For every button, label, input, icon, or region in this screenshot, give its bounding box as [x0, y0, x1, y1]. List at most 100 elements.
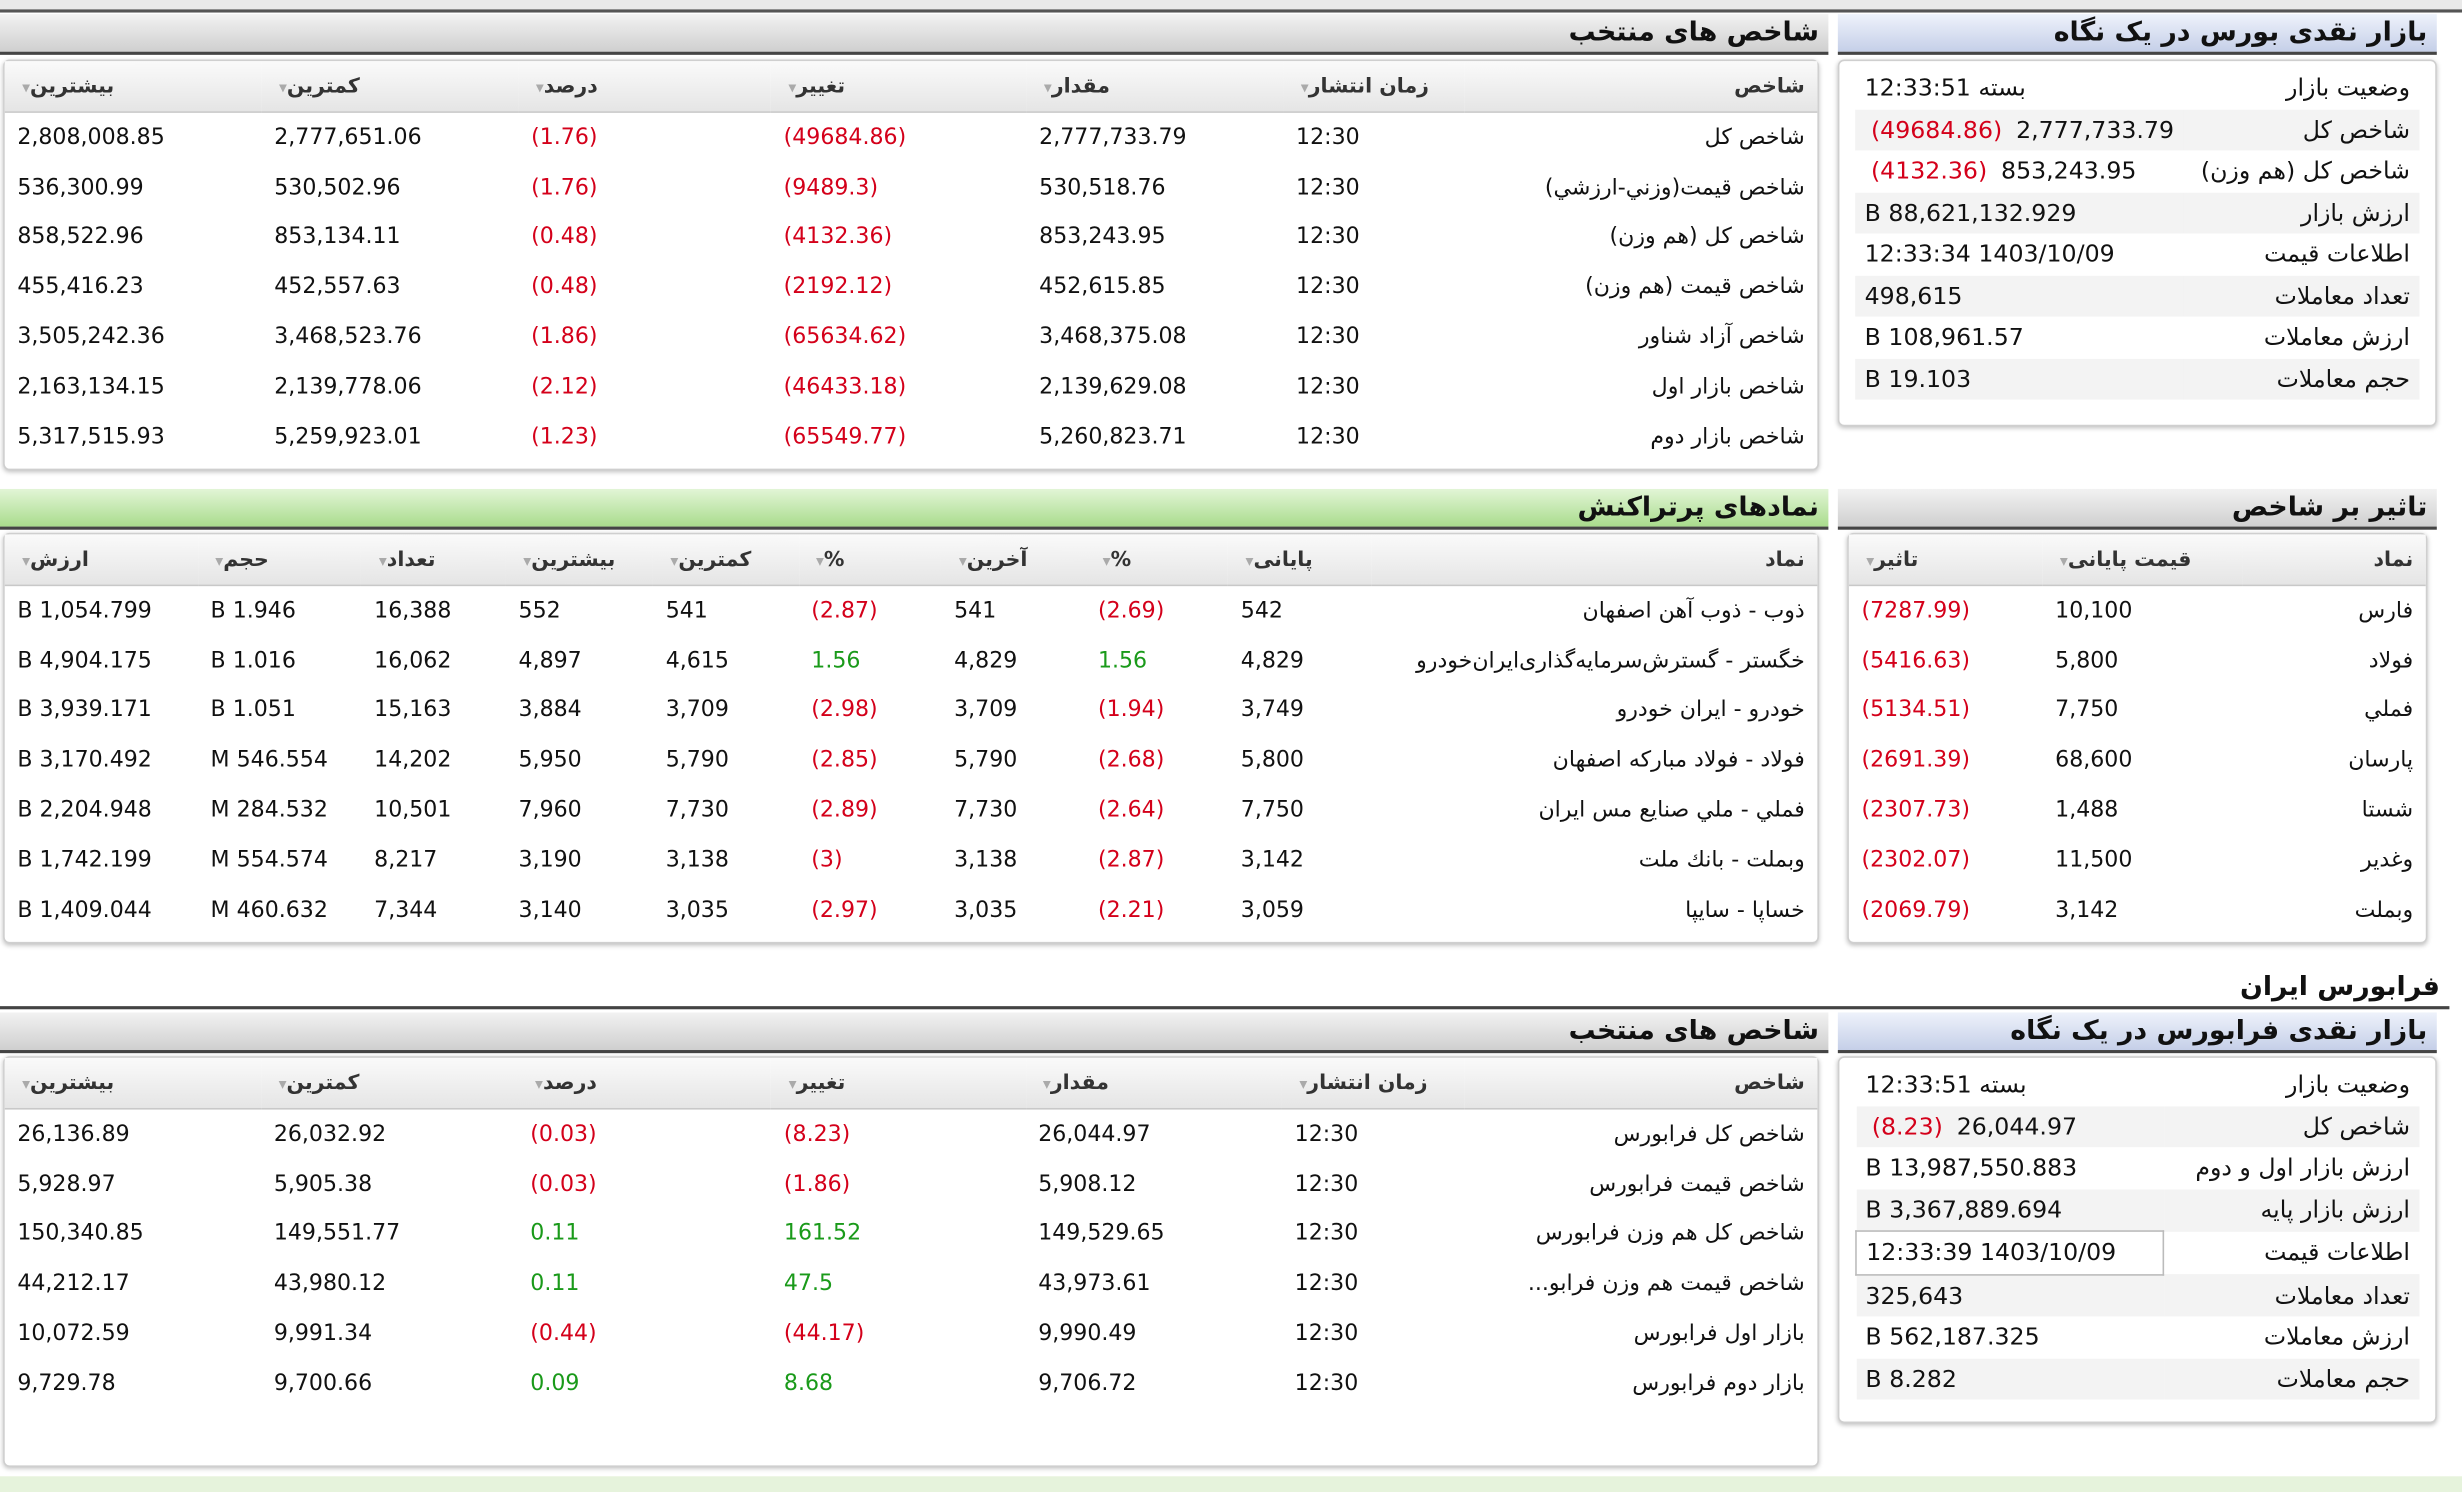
column-header[interactable]: بیشترین▾ — [4, 1057, 262, 1110]
cell-percent: (1.76) — [531, 125, 598, 151]
table-row[interactable]: شاخص قیمت فرابورس 12:30 5,908.12 (1.86) (0.0… — [5, 1159, 1818, 1209]
table-row[interactable]: فولاد 5,800 (5416.63) — [1849, 636, 2426, 686]
table-row[interactable]: بازار دوم فرابورس 12:30 9,706.72 8.68 0.09 9,… — [5, 1359, 1818, 1409]
cell-max: 455,416.23 — [17, 274, 144, 300]
column-header-label: تعداد — [386, 547, 436, 572]
cell-max: 44,212.17 — [17, 1271, 130, 1297]
summary-value: 853,243.95 (4132.36) — [1855, 150, 2183, 192]
column-header[interactable]: %▾ — [798, 534, 942, 587]
cell-value: 5,908.12 — [1038, 1171, 1137, 1197]
table-row[interactable]: شاخص قيمت (هم وزن) 12:30 452,615.85 (2192.1… — [5, 262, 1818, 312]
column-header[interactable]: پایانی▾ — [1228, 534, 1372, 587]
table-row[interactable]: شاخص کل هم وزن فرابورس 12:30 149,529.65 161… — [5, 1209, 1818, 1259]
cell-max: 2,808,008.85 — [17, 125, 165, 151]
cell-min: 26,032.92 — [273, 1121, 387, 1148]
table-row[interactable]: شاخص كل 12:30 2,777,733.79 (49684.86) (1.76)… — [5, 112, 1818, 163]
column-header[interactable]: %▾ — [1085, 534, 1229, 587]
sort-icon: ▾ — [2059, 552, 2068, 570]
column-header-label: پایانی — [1253, 547, 1313, 572]
table-row[interactable]: وبملت - بانك ملت 3,142 (2.87) 3,138 (3) 3,138… — [5, 835, 1818, 885]
summary-label: ارزش معاملات — [2263, 323, 2411, 352]
cell-min: 2,139,778.06 — [274, 374, 422, 400]
column-header[interactable]: بیشترین▾ — [4, 61, 262, 113]
column-header[interactable]: تغییر▾ — [771, 1057, 1026, 1110]
column-header[interactable]: نماد — [2243, 534, 2426, 587]
table-row[interactable]: شاخص كل فرابورس 12:30 26,044.97 (8.23) (0.03… — [5, 1109, 1818, 1160]
cell-min: 43,980.12 — [273, 1271, 387, 1297]
column-header[interactable]: تاثیر▾ — [1848, 534, 2043, 587]
column-header[interactable]: زمان انتشار▾ — [1283, 61, 1465, 113]
table-row[interactable]: شستا 1,488 (2307.73) — [1849, 785, 2426, 835]
summary-row: شاخص کل 26,044.97 (8.23) — [1855, 1105, 2420, 1148]
cell-impact: (2691.39) — [1861, 747, 1971, 774]
table-row[interactable]: بازار اول فرابورس 12:30 9,990.49 (44.17) (0.… — [5, 1309, 1818, 1359]
summary-row: ارزش بازار اول و دوم 13,987,550.883 B — [1856, 1147, 2419, 1189]
cell-last: 5,790 — [954, 747, 1018, 774]
column-header[interactable]: شاخص — [1463, 1057, 1818, 1110]
cell-min: 452,557.63 — [274, 274, 401, 300]
cell-symbol: فولاد — [2368, 648, 2414, 674]
column-header[interactable]: مقدار▾ — [1026, 61, 1284, 113]
column-header[interactable]: زمان انتشار▾ — [1282, 1057, 1464, 1110]
table-row[interactable]: خگستر - گسترش‌سرمایه‌گذاری‌ایران‌خودرو 4,… — [5, 636, 1818, 686]
column-header[interactable]: شاخص — [1464, 61, 1818, 113]
cell-last: 3,138 — [954, 847, 1018, 873]
column-header-label: % — [823, 547, 845, 572]
table-row[interactable]: پارسان 68,600 (2691.39) — [1849, 736, 2426, 786]
column-header[interactable]: آخرین▾ — [941, 534, 1086, 587]
column-header[interactable]: ارزش▾ — [4, 534, 198, 587]
table-row[interactable]: خساپا - سايپا 3,059 (2.21) 3,035 (2.97) 3,035… — [5, 885, 1818, 935]
column-header[interactable]: بیشترین▾ — [505, 534, 654, 587]
column-header[interactable]: تعداد▾ — [361, 534, 506, 587]
cell-time: 12:30 — [1296, 175, 1360, 201]
column-header[interactable]: حجم▾ — [197, 534, 362, 587]
table-row[interactable]: ذوب - ذوب آهن اصفهان 542 (2.69) 541 (2.87) 54… — [5, 585, 1818, 636]
sort-icon: ▾ — [22, 1075, 30, 1094]
column-header[interactable]: کمترین▾ — [653, 534, 799, 587]
table-row[interactable]: شاخص بازار اول 12:30 2,139,629.08 (46433.18… — [5, 362, 1818, 412]
cell-time: 12:30 — [1294, 1121, 1359, 1148]
summary-row: ارزش بازار 88,621,132.929 B — [1855, 191, 2420, 234]
summary-row: اطلاعات قیمت 1403/10/09 12:33:39 — [1855, 1230, 2419, 1275]
column-header-label: مقدار — [1050, 1071, 1109, 1095]
table-row[interactable]: فملي - ملي صنايع مس ايران 7,750 (2.64) 7,73… — [5, 785, 1818, 835]
column-header[interactable]: قیمت پایانی▾ — [2042, 534, 2244, 587]
bourse-indices-header: شاخص های منتخب — [0, 14, 1829, 55]
column-header[interactable]: درصد▾ — [518, 61, 772, 113]
cell-percent: (1.86) — [531, 324, 598, 350]
column-header[interactable]: تغییر▾ — [771, 61, 1027, 113]
column-header[interactable]: کمترین▾ — [261, 61, 519, 113]
column-header[interactable]: کمترین▾ — [261, 1057, 518, 1110]
cell-last: 4,829 — [954, 648, 1018, 674]
cell-value: 530,518.76 — [1039, 175, 1166, 201]
table-row[interactable]: شاخص قيمت(وزني-ارزشي) 12:30 530,518.76 (948… — [5, 163, 1818, 213]
cell-price: 5,800 — [2055, 648, 2119, 674]
column-header[interactable]: نماد — [1371, 534, 1818, 587]
column-header-label: % — [1110, 547, 1132, 572]
table-row[interactable]: وغدير 11,500 (2302.07) — [1849, 835, 2426, 885]
summary-row: تعداد معاملات 325,643 — [1855, 1274, 2420, 1317]
table-row[interactable]: شاخص آزاد شناور 12:30 3,468,375.08 (65634.6… — [5, 312, 1818, 362]
table-row[interactable]: وبملت 3,142 (2069.79) — [1849, 885, 2426, 935]
table-row[interactable]: فملي 7,750 (5134.51) — [1849, 686, 2426, 736]
summary-row: شاخص کل 2,777,733.79 (49684.86) — [1855, 108, 2420, 151]
cell-max: 4,897 — [518, 648, 582, 674]
column-header-label: زمان انتشار — [1308, 74, 1429, 98]
summary-row: وضعیت بازار بسته 12:33:51 — [1856, 1064, 2419, 1106]
table-row[interactable]: شاخص كل (هم وزن) 12:30 853,243.95 (4132.36)… — [5, 213, 1818, 263]
cell-close: 7,750 — [1240, 797, 1304, 823]
table-row[interactable]: شاخص قیمت هم وزن فرابو... 12:30 43,973.61 4… — [5, 1259, 1818, 1309]
cell-max: 10,072.59 — [17, 1321, 130, 1347]
sort-icon: ▾ — [535, 79, 544, 97]
cell-value: 853,243.95 — [1039, 224, 1166, 250]
sort-icon: ▾ — [1300, 79, 1309, 97]
cell-count: 14,202 — [374, 747, 452, 774]
table-row[interactable]: خودرو - ایران‌ خودرو 3,749 (1.94) 3,709 (2.9… — [5, 686, 1818, 736]
cell-impact: (2307.73) — [1861, 797, 1971, 823]
column-header[interactable]: مقدار▾ — [1025, 1057, 1283, 1110]
column-header[interactable]: درصد▾ — [517, 1057, 772, 1110]
table-row[interactable]: شاخص بازار دوم 12:30 5,260,823.71 (65549.77… — [5, 412, 1818, 462]
cell-last_pct: (3) — [811, 847, 843, 873]
table-row[interactable]: فولاد - فولاد مباركه اصفهان 5,800 (2.68) 5,… — [5, 736, 1818, 786]
table-row[interactable]: فارس 10,100 (7287.99) — [1849, 585, 2426, 636]
